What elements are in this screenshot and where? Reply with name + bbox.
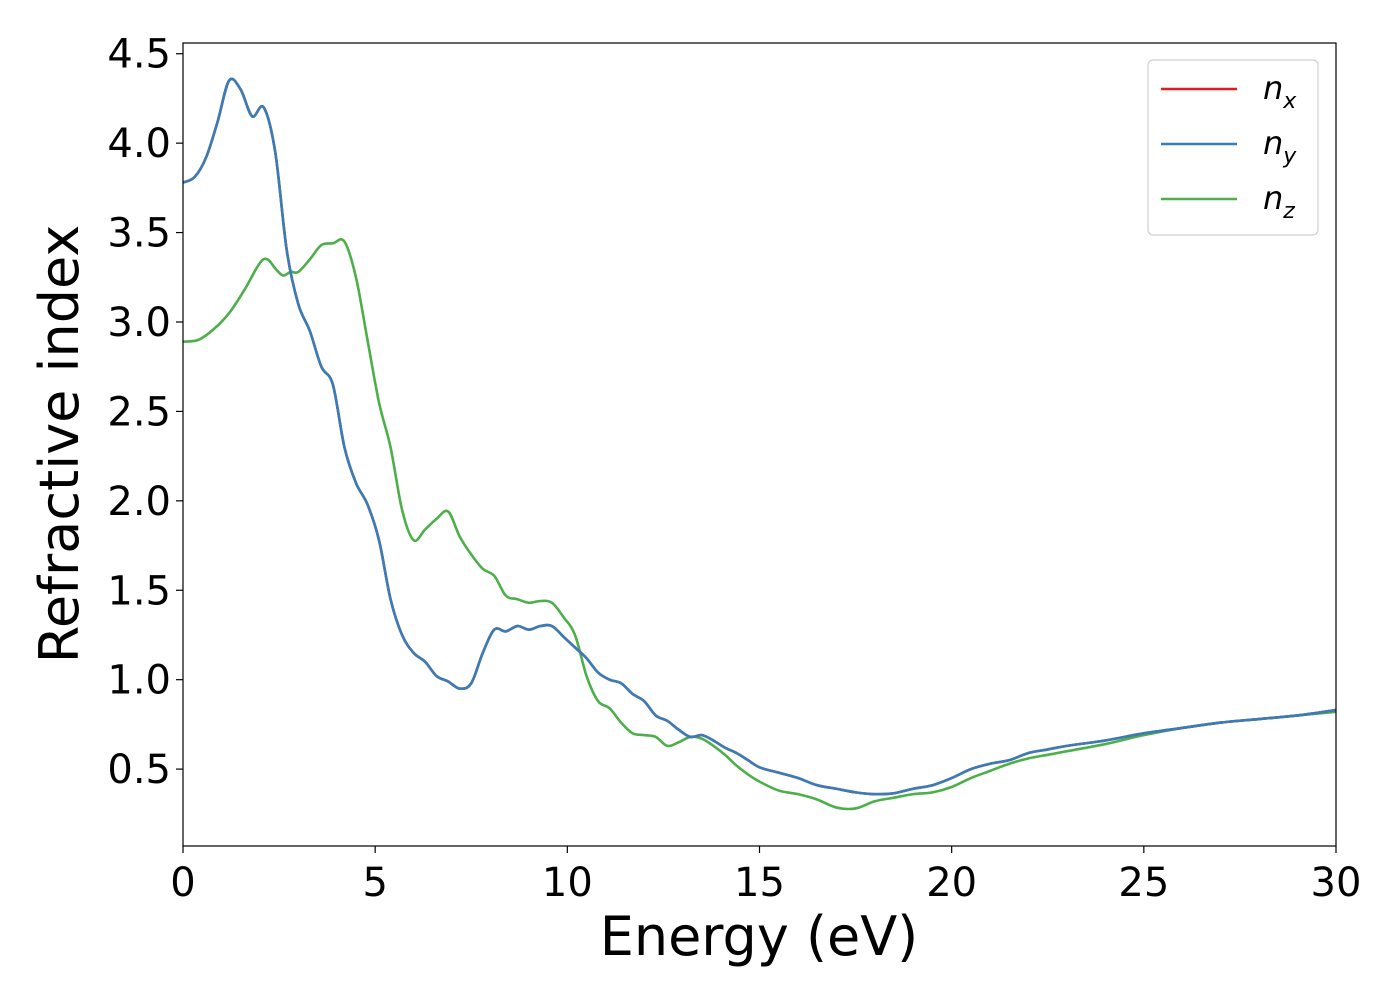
- y-tick-label: 4.0: [107, 121, 171, 167]
- y-tick-label: 0.5: [107, 747, 171, 793]
- legend-label: nz: [1263, 179, 1295, 224]
- legend: nx ny nz: [1147, 59, 1319, 236]
- legend-label: ny: [1263, 124, 1297, 169]
- y-axis: 0.5 1.0 1.5 2.0 2.5 3.0 3.5 4.0 4.5: [107, 32, 183, 793]
- x-tick-label: 20: [926, 860, 977, 906]
- series-line-n-z: [183, 238, 1336, 811]
- series-line-n-y: [183, 77, 1336, 796]
- plot-area: [183, 43, 1336, 846]
- x-tick-label: 5: [362, 860, 387, 906]
- x-tick-label: 10: [542, 860, 593, 906]
- y-tick-label: 2.0: [107, 479, 171, 525]
- x-axis: 0 5 10 15 20 25 30: [170, 846, 1361, 906]
- y-tick-label: 1.0: [107, 658, 171, 704]
- legend-box: [1147, 59, 1319, 236]
- x-tick-label: 30: [1311, 860, 1362, 906]
- y-tick-label: 3.5: [107, 211, 171, 257]
- y-tick-label: 4.5: [107, 32, 171, 78]
- y-tick-label: 3.0: [107, 300, 171, 346]
- x-tick-label: 25: [1118, 860, 1169, 906]
- x-tick-label: 15: [734, 860, 785, 906]
- y-tick-label: 1.5: [107, 568, 171, 614]
- legend-label: nx: [1263, 69, 1297, 114]
- y-axis-title: Refractive index: [28, 225, 91, 664]
- x-axis-title: Energy (eV): [600, 905, 919, 968]
- x-tick-label: 0: [170, 860, 195, 906]
- series-layer: [183, 77, 1336, 811]
- y-tick-label: 2.5: [107, 389, 171, 435]
